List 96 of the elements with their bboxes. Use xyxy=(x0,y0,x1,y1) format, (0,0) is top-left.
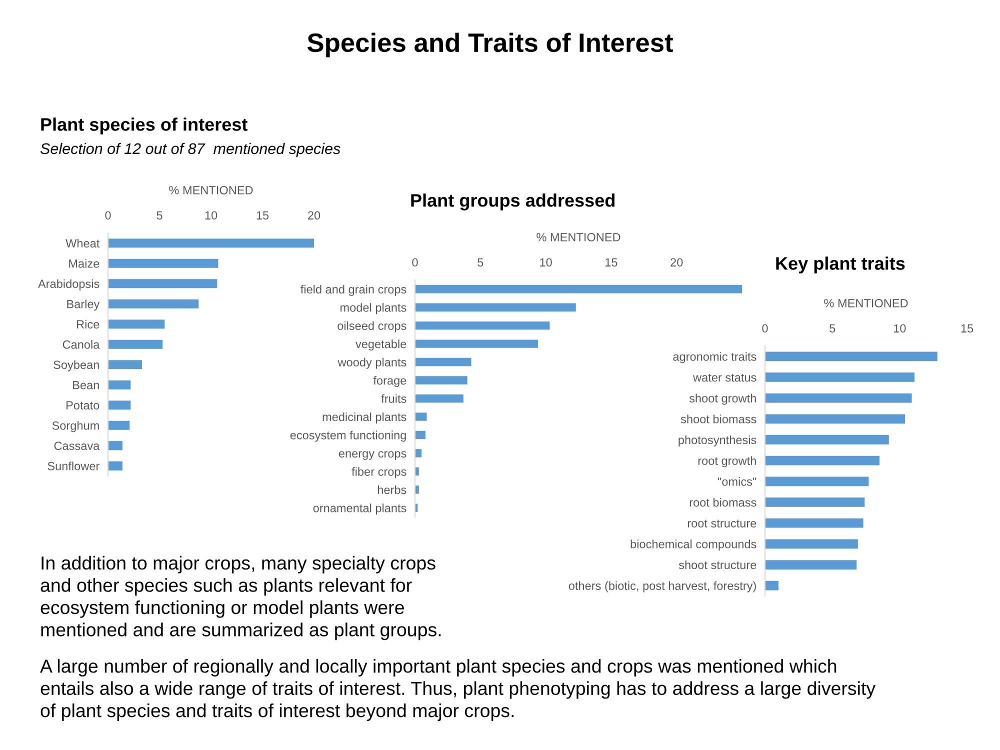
y-tick-label: photosynthesis xyxy=(678,435,756,446)
bar xyxy=(108,340,163,349)
x-tick-label: 5 xyxy=(830,324,836,333)
y-tick-label: Cassava xyxy=(54,442,100,450)
y-tick-label: root biomass xyxy=(690,498,756,507)
x-axis-title: % MENTIONED xyxy=(169,186,253,194)
y-tick-label: energy crops xyxy=(338,451,406,460)
chart-title: Plant species of interest xyxy=(41,118,248,134)
y-tick-label: oilseed crops xyxy=(338,321,406,332)
bar xyxy=(765,560,857,570)
y-tick-label: Barley xyxy=(67,300,100,311)
x-tick-label: 20 xyxy=(308,211,320,220)
y-tick-label: Soybean xyxy=(54,360,99,372)
bar xyxy=(765,372,914,382)
bar xyxy=(415,321,550,330)
bar xyxy=(765,393,912,403)
bar xyxy=(415,430,426,440)
y-tick-label: vegetable xyxy=(356,340,406,351)
y-tick-label: herbs xyxy=(378,485,406,494)
chart-title: Plant groups addressed xyxy=(411,194,614,210)
bar xyxy=(765,456,880,466)
x-tick-label: 10 xyxy=(540,258,552,267)
x-tick-label: 15 xyxy=(256,211,269,220)
y-tick-label: water status xyxy=(693,374,756,382)
x-tick-label: 10 xyxy=(894,324,906,333)
y-tick-label: Canola xyxy=(62,340,100,349)
text: In addition to major crops, many specialty crops and other species such as plants relevant for ecosystem functioning or model plants were mentioned and are summarized as plant groups. xyxy=(40,556,441,640)
bar xyxy=(108,320,165,329)
x-tick-label: 5 xyxy=(478,258,484,267)
bar xyxy=(108,441,122,450)
x-tick-label: 20 xyxy=(670,258,683,267)
bar xyxy=(765,476,869,486)
bar xyxy=(108,279,218,288)
bar xyxy=(415,376,468,384)
y-tick-label: forage xyxy=(373,376,406,387)
bar xyxy=(108,299,199,308)
bar xyxy=(415,340,538,348)
y-tick-label: woody plants xyxy=(338,358,406,369)
chart-subtitle: Selection of 12 out of 87 mentioned species xyxy=(40,142,340,158)
bar xyxy=(415,486,419,494)
y-tick-label: Bean xyxy=(73,381,99,390)
bar xyxy=(108,461,122,470)
y-tick-label: field and grain crops xyxy=(300,284,406,296)
x-axis-title: % MENTIONED xyxy=(536,232,620,242)
y-tick-label: shoot biomass xyxy=(680,414,756,424)
y-tick-label: Arabidopsis xyxy=(38,279,100,290)
bar xyxy=(108,360,142,370)
bar xyxy=(415,303,576,312)
bar xyxy=(765,580,778,590)
x-tick-label: 0 xyxy=(412,258,418,267)
y-tick-label: ornamental plants xyxy=(313,504,406,515)
y-tick-label: Sunflower xyxy=(48,462,100,470)
y-tick-label: shoot structure xyxy=(678,560,756,570)
y-tick-label: root structure xyxy=(688,520,756,528)
y-tick-label: Wheat xyxy=(66,238,100,248)
y-tick-label: medicinal plants xyxy=(322,412,406,424)
bar xyxy=(415,412,427,421)
y-tick-label: Rice xyxy=(77,320,100,329)
bar xyxy=(415,358,472,366)
bar xyxy=(415,449,422,458)
y-tick-label: others (biotic, post harvest, forestry) xyxy=(568,581,756,592)
bar xyxy=(765,498,865,507)
y-tick-label: root growth xyxy=(698,456,756,468)
y-tick-label: Maize xyxy=(69,259,100,268)
y-tick-label: Potato xyxy=(66,401,100,410)
chart-title: Key plant traits xyxy=(776,256,905,274)
bar xyxy=(108,400,131,410)
bar xyxy=(108,258,218,268)
y-tick-label: "omics" xyxy=(718,477,756,486)
text: A large number of regionally and locally important plant species and crops was mentioned which entails also a wide range of traits of interest. Thus, plant phenotyping has to address a large diversity of plant species and traits of interest beyond major crops. xyxy=(40,659,876,721)
x-tick-label: 15 xyxy=(961,324,974,333)
x-tick-label: 15 xyxy=(606,258,618,267)
y-tick-label: fruits xyxy=(381,394,406,403)
y-tick-label: Sorghum xyxy=(52,421,99,432)
y-tick-label: model plants xyxy=(340,303,406,314)
bar xyxy=(765,414,906,424)
bar xyxy=(765,539,858,549)
y-tick-label: agronomic traits xyxy=(673,352,756,364)
bar xyxy=(108,420,130,430)
x-tick-label: 10 xyxy=(205,211,218,220)
text: Species and Traits of Interest xyxy=(307,32,674,58)
bar xyxy=(765,435,889,444)
bar xyxy=(765,352,938,362)
y-tick-label: fiber crops xyxy=(352,467,406,478)
x-tick-label: 5 xyxy=(156,211,162,220)
x-axis-title: % MENTIONED xyxy=(824,298,908,308)
bar xyxy=(108,238,314,248)
x-tick-label: 0 xyxy=(105,211,111,220)
bar xyxy=(415,285,742,294)
y-tick-label: shoot growth xyxy=(689,394,756,405)
y-tick-label: ecosystem functioning xyxy=(290,430,406,442)
x-tick-label: 0 xyxy=(762,324,768,333)
bar xyxy=(108,380,131,390)
bar xyxy=(765,518,864,528)
y-tick-label: biochemical compounds xyxy=(630,540,756,551)
bar xyxy=(415,394,464,403)
